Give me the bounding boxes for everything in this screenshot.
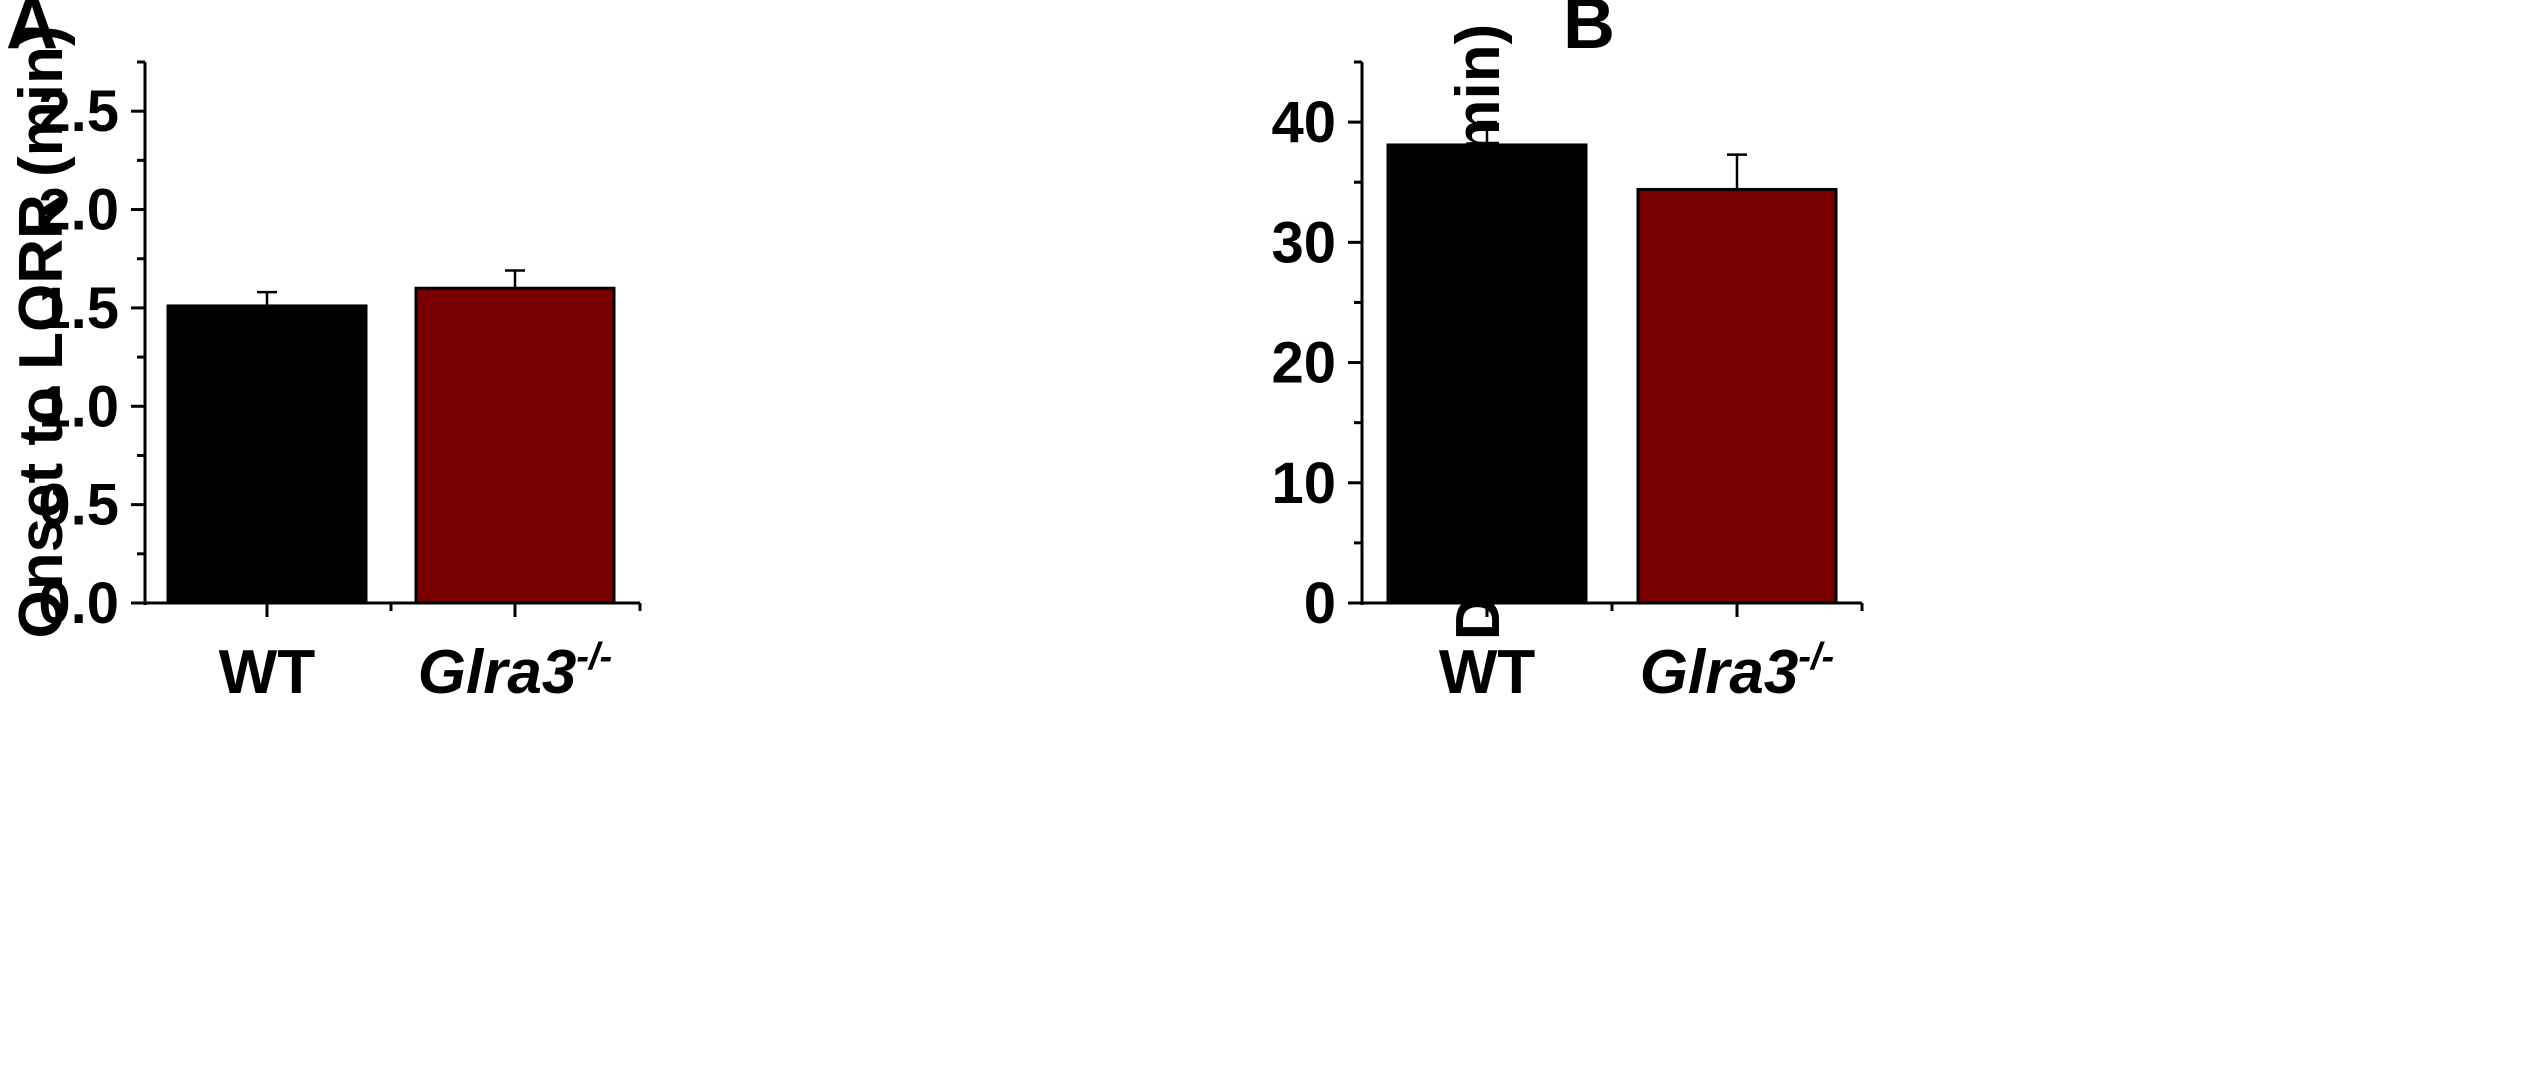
- y-axis-title-a: Onset to LORR (min): [7, 25, 76, 638]
- panel-letter-b: B: [1563, 0, 1615, 64]
- plot-area-a: 0.0 0.5 1.0 1.5 2.0 2.5 WT Glra3-/-: [38, 60, 642, 707]
- y-tick-label: 20: [1271, 331, 1336, 396]
- chart-b-svg: B Duration LORR (min) 010203040WTGlra3-/…: [1271, 0, 1864, 707]
- bar-wt: [166, 304, 368, 605]
- x-tick-label: Glra3-/-: [418, 636, 612, 707]
- chart-a-svg: A Onset to LORR (min) 0.0 0.5 1.0 1.5 2.0 2.5…: [6, 0, 642, 707]
- chart-panel-a: A Onset to LORR (min) 0.0 0.5 1.0 1.5 2.0 2.5…: [0, 0, 1267, 1073]
- panel-letter-a: A: [6, 0, 58, 64]
- y-tick-label: 0.0: [38, 571, 119, 636]
- plot-area-b: 0 10 20 30 40 WT Glra3-/-: [1271, 60, 1864, 707]
- x-tick-label: WT: [1439, 638, 1536, 707]
- y-tick-label: 2.5: [38, 79, 119, 144]
- bar-glra3: [1636, 187, 1838, 605]
- x-tick-label: Glra3-/-: [1640, 636, 1834, 707]
- y-tick-label: 30: [1271, 210, 1336, 275]
- bar-glra3: [414, 286, 616, 605]
- y-tick-label: 1.0: [38, 374, 119, 439]
- chart-panel-b: B Duration LORR (min) 010203040WTGlra3-/…: [1267, 0, 2535, 1073]
- y-tick-label: 0.5: [38, 473, 119, 538]
- x-tick-label: WT: [219, 638, 316, 707]
- bar-wt: [1386, 143, 1588, 605]
- y-tick-label: 10: [1271, 451, 1336, 516]
- y-tick-label: 40: [1271, 90, 1336, 155]
- y-tick-label: 1.5: [38, 276, 119, 341]
- y-tick-label: 2.0: [38, 178, 119, 243]
- y-tick-label: 0: [1304, 571, 1336, 636]
